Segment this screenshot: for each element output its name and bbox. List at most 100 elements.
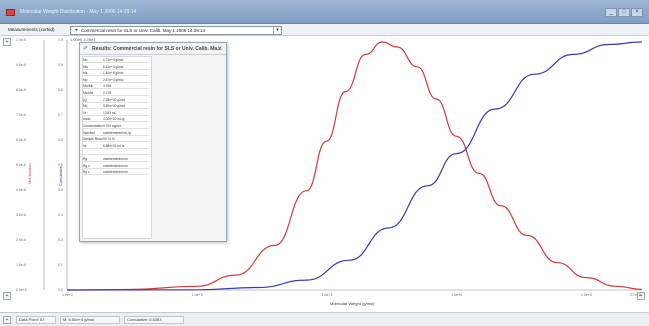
close-icon[interactable]: × [217, 44, 222, 53]
left-outer-tick-label: 6.0e-6 [16, 138, 26, 142]
status-corner-control[interactable]: + [3, 316, 11, 324]
status-cumulative: Cumulative: 0.6353 [124, 316, 184, 324]
results-value: 3.756 [103, 84, 111, 89]
results-value: 4.700 mg/mL [103, 124, 122, 128]
results-row: Mw 6.42e+4 g/mol [83, 65, 149, 70]
results-row: Mw/Mn 3.756 [83, 84, 149, 90]
results-row: [η] 2.25e+00 g/mol [83, 98, 149, 103]
results-value: undetermined nm [103, 163, 128, 168]
x-tick-label: 1.0e+6 [581, 293, 592, 297]
left-inner-tick-label: 0.2 [58, 238, 63, 242]
title-bar: Molecular Weight Distribution - May 1 20… [0, 0, 649, 24]
axis-subvalue: 1.00e0 4.00e1 [70, 37, 96, 42]
pin-icon[interactable]: ✐ [83, 46, 89, 52]
results-key: Mn [83, 58, 88, 62]
status-datapoint: Data Point: 57 [16, 316, 56, 324]
status-bar: + Data Point: 57 M: 6.50e+4 g/mol Cumula… [0, 312, 649, 326]
results-value: 2.67e+4 g/mol [103, 77, 124, 82]
results-value: 2.178 [103, 91, 111, 95]
x-tick-label: 1.0e+4 [321, 293, 333, 297]
axis-bottom-left-control[interactable]: + [3, 292, 11, 300]
window-title: Molecular Weight Distribution - May 1 20… [20, 9, 137, 15]
maximize-button[interactable]: □ [618, 8, 630, 17]
results-key: Rg n [83, 163, 90, 168]
cumulative-series-line [66, 41, 643, 291]
results-value: 1.71e+4 g/mol [103, 58, 124, 62]
results-key: Mw [83, 64, 88, 69]
results-value: 6.88e+01 mL/s [103, 143, 125, 148]
results-key [83, 150, 103, 154]
results-row [83, 150, 149, 156]
left-outer-tick-label: 7.0e-6 [16, 113, 26, 117]
results-row: Injection undetermined mL/g [83, 131, 149, 136]
left-outer-tick-label: 9.0e-6 [16, 63, 26, 67]
axis-top-left-control[interactable]: + [3, 38, 11, 46]
left-outer-tick-label: 3.0e-6 [16, 213, 26, 217]
results-key: [η] [83, 97, 87, 102]
results-value: 1.40e+5 g/mol [103, 71, 124, 76]
axis-bottom-right-control[interactable]: + [637, 292, 645, 300]
results-value: undetermined nm [103, 170, 128, 175]
results-key: Mp [83, 77, 88, 82]
left-outer-tick-label: 0.0e+0 [16, 288, 27, 292]
results-row: Sample Recovery99.76 % [83, 137, 149, 143]
results-row: Vr 13.83 mL [83, 111, 149, 116]
left-inner-tick-label: 0.3 [58, 213, 63, 217]
measurements-label: Measurements (sorted) [8, 27, 55, 32]
toolbar: Measurements (sorted) ◂ Commercial resin… [0, 24, 649, 36]
status-mw: M: 6.50e+4 g/mol [60, 316, 120, 324]
left-inner-tick-label: 1.0 [58, 38, 63, 42]
results-value: undetermined mL/g [103, 130, 131, 135]
x-tick-label: 1.0e+3 [191, 293, 203, 297]
measurement-select-value: Commercial resin for SLS or Univ. Calib.… [81, 28, 205, 33]
results-row: Mp 2.67e+4 g/mol [83, 78, 149, 83]
results-value: 13.83 mL [103, 110, 117, 115]
distribution-plot[interactable] [0, 36, 649, 312]
left-inner-tick-label: 0.6 [58, 138, 63, 142]
left-outer-tick-label: 8.0e-6 [16, 88, 26, 92]
left-outer-tick-label: 1.0e-5 [16, 38, 26, 42]
minimize-button[interactable]: _ [605, 8, 617, 17]
results-panel-header[interactable]: ✐ Results: Commercial resin for SLS or U… [80, 43, 226, 55]
left-outer-tick-label: 1.0e-6 [16, 263, 26, 267]
left-inner-tick-label: 0.0 [58, 288, 63, 292]
left-outer-tick-label: 5.0e-6 [16, 163, 26, 167]
results-table [82, 56, 152, 239]
chevron-down-icon[interactable]: ▾ [273, 26, 281, 34]
results-key: Rg [83, 157, 88, 161]
results-row: Concentration 4.700 mg/mL [83, 124, 149, 129]
distribution-series-line [66, 41, 643, 291]
results-key: Inj [83, 143, 87, 148]
chevron-left-icon[interactable]: ◂ [74, 26, 78, 33]
close-button[interactable]: × [631, 8, 643, 17]
left-inner-tick-label: 0.1 [58, 263, 63, 267]
results-key: Concentration [83, 124, 103, 128]
left-inner-tick-label: 0.4 [58, 188, 63, 192]
results-row: Mz 1.40e+5 g/mol [83, 71, 149, 77]
results-key: Vr [83, 110, 87, 115]
results-panel[interactable]: ✐ Results: Commercial resin for SLS or U… [79, 42, 227, 242]
results-row: Rg n undetermined nm [83, 164, 149, 169]
measurement-select[interactable]: ◂ Commercial resin for SLS or Univ. Cali… [70, 25, 282, 35]
results-row: Mz/Mw 2.178 [83, 91, 149, 96]
left-inner-tick-label: 0.7 [58, 113, 63, 117]
results-key: Injection [83, 130, 95, 135]
results-value: undetermined nm [103, 157, 128, 161]
results-key: dn/dc [83, 117, 91, 122]
x-tick-label: 1.0e+5 [451, 293, 463, 297]
results-row: Rg undetermined nm [83, 157, 149, 162]
results-panel-title: Results: Commercial resin for SLS or Uni… [92, 46, 222, 52]
results-value: 4.00e+00 mL/g [103, 117, 125, 122]
left-inner-tick-label: 0.5 [58, 163, 63, 167]
results-row: Rg z undetermined nm [83, 170, 149, 176]
results-value: 2.25e+00 g/mol [103, 97, 126, 102]
results-row: Mn 1.71e+4 g/mol [83, 58, 149, 63]
results-key: Mw/Mn [83, 84, 94, 89]
results-value: 5.50e+00 g/mol [103, 104, 126, 109]
x-axis-title: Molecular Weight (g/mol) [330, 301, 375, 306]
results-key: Mz [83, 71, 88, 76]
left-inner-tick-label: 0.8 [58, 88, 63, 92]
left-outer-tick-label: 2.0e-6 [16, 238, 26, 242]
x-tick-label: 1.0e+2 [62, 293, 73, 297]
results-key: Sample Recovery [83, 137, 103, 142]
